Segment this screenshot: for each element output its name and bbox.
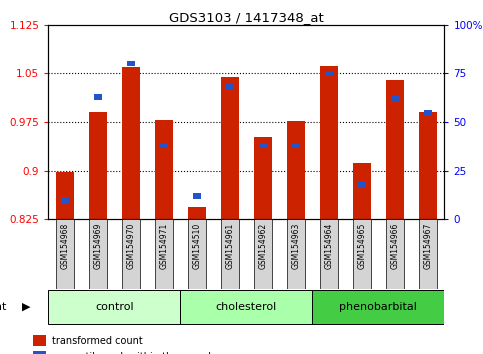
Bar — [61, 197, 69, 203]
Bar — [56, 172, 74, 219]
Bar — [353, 219, 371, 289]
Text: GSM154510: GSM154510 — [192, 223, 201, 269]
Text: phenobarbital: phenobarbital — [340, 302, 417, 312]
Bar — [424, 110, 432, 115]
Text: GSM154967: GSM154967 — [424, 223, 432, 269]
Bar — [56, 219, 74, 289]
Text: cholesterol: cholesterol — [216, 302, 277, 312]
Bar — [221, 77, 239, 219]
Text: control: control — [95, 302, 134, 312]
Bar — [320, 65, 338, 219]
Bar — [89, 113, 107, 219]
Bar — [180, 290, 313, 324]
Bar — [160, 143, 168, 148]
Text: GSM154963: GSM154963 — [291, 223, 300, 269]
Text: transformed count: transformed count — [53, 336, 143, 346]
Text: GSM154962: GSM154962 — [258, 223, 267, 269]
Bar — [358, 182, 366, 187]
Bar — [122, 219, 140, 289]
Bar — [419, 113, 437, 219]
Bar — [188, 219, 206, 289]
Text: GSM154961: GSM154961 — [226, 223, 234, 269]
Bar — [89, 219, 107, 289]
Bar — [226, 84, 234, 90]
Text: GSM154969: GSM154969 — [93, 223, 102, 269]
Bar — [221, 219, 239, 289]
Text: GSM154971: GSM154971 — [159, 223, 168, 269]
Bar — [313, 290, 444, 324]
Text: agent: agent — [0, 302, 7, 312]
Bar — [127, 61, 135, 67]
Bar — [259, 143, 267, 148]
Bar — [287, 219, 305, 289]
Bar — [254, 219, 272, 289]
Bar — [155, 120, 173, 219]
Bar — [292, 143, 300, 148]
Text: ▶: ▶ — [22, 302, 30, 312]
Bar — [155, 219, 173, 289]
Bar — [94, 94, 102, 99]
Text: GSM154965: GSM154965 — [357, 223, 366, 269]
Title: GDS3103 / 1417348_at: GDS3103 / 1417348_at — [169, 11, 324, 24]
Bar — [386, 80, 404, 219]
Text: GSM154970: GSM154970 — [127, 223, 135, 269]
Bar — [193, 193, 201, 199]
Bar — [287, 121, 305, 219]
Text: percentile rank within the sample: percentile rank within the sample — [53, 352, 217, 354]
Text: GSM154968: GSM154968 — [60, 223, 69, 269]
Bar — [391, 96, 399, 102]
Bar — [353, 163, 371, 219]
Bar — [122, 67, 140, 219]
Bar — [325, 71, 333, 76]
Bar — [48, 290, 180, 324]
Bar — [320, 219, 338, 289]
Bar — [254, 137, 272, 219]
Text: GSM154966: GSM154966 — [390, 223, 399, 269]
Bar — [33, 336, 46, 346]
Bar — [188, 206, 206, 219]
Bar — [419, 219, 437, 289]
Bar — [33, 351, 46, 354]
Text: GSM154964: GSM154964 — [325, 223, 333, 269]
Bar — [386, 219, 404, 289]
